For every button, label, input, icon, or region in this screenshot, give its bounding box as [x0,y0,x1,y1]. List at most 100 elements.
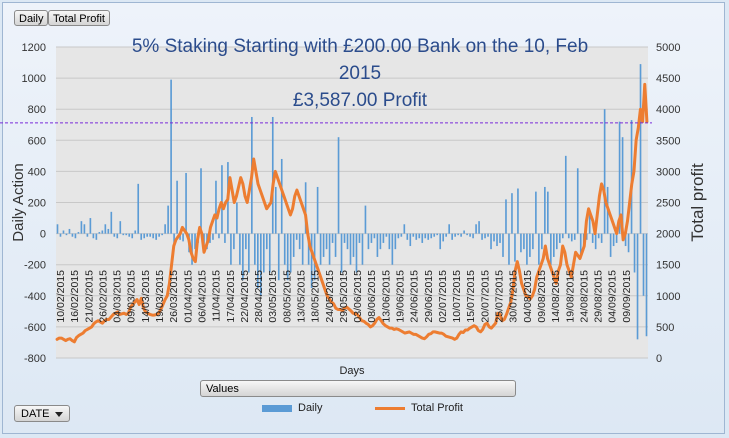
x-tick-label: 29/05/2015 [338,270,350,323]
daily-bar [603,109,606,234]
daily-bar [493,233,495,242]
values-field-button[interactable]: Values [200,380,516,397]
chart-title-line-2: 2015 [338,63,382,84]
daily-bar [125,233,128,236]
daily-bar [457,233,459,236]
daily-bar [567,233,570,239]
daily-bar [319,233,322,265]
x-tick-label: 06/04/2015 [197,270,209,323]
x-tick-label: 26/02/2015 [97,270,109,323]
legend-total-profit-label: Total Profit [411,402,463,414]
daily-bar [612,233,615,247]
y2-tick-label: 3500 [656,135,680,147]
y2-tick-label: 500 [656,322,674,334]
daily-bar [400,233,403,237]
date-filter-button[interactable]: DATE [14,405,70,422]
x-tick-label: 24/05/2015 [324,270,336,323]
daily-bar [131,233,134,239]
daily-bar [83,224,86,234]
y2-tick-label: 4500 [656,73,680,85]
daily-bar [176,180,178,234]
daily-bar [298,233,301,250]
daily-bar [388,233,391,250]
daily-bar [496,233,498,247]
x-tick-label: 21/02/2015 [83,270,95,323]
daily-bar [424,233,427,239]
x-tick-label: 04/09/2015 [607,270,619,323]
y-tick-label: 1200 [22,42,46,54]
daily-bar [448,224,450,234]
daily-bar [242,233,244,281]
x-tick-label: 14/08/2015 [550,270,562,323]
daily-bar [535,191,537,234]
daily-bar [349,233,352,265]
daily-bar [149,233,151,237]
daily-bar [110,211,113,234]
daily-bar [274,186,277,234]
daily-bar [636,233,639,340]
daily-bar [295,233,298,240]
x-tick-label: 09/03/2015 [126,270,138,323]
daily-bar [152,233,154,239]
daily-bar [403,224,406,234]
daily-bar [265,233,268,250]
daily-bar [442,233,445,242]
y-tick-label: -800 [24,353,46,365]
y-tick-label: 800 [28,104,46,116]
daily-bar [236,202,238,234]
daily-bar [254,233,256,265]
x-tick-label: 10/02/2015 [55,270,67,323]
daily-bar [307,233,310,265]
daily-bar [245,233,247,250]
daily-bar [526,233,528,265]
daily-bar [382,233,385,243]
daily-bar [379,233,382,250]
daily-bar [179,233,181,240]
x-tick-label: 09/08/2015 [536,270,548,323]
daily-bar [352,233,355,257]
y-tick-label: -400 [24,291,46,303]
daily-bar [248,233,250,273]
daily-bar [505,199,507,234]
total-profit-field-button[interactable]: Total Profit [48,10,110,26]
x-tick-label: 04/08/2015 [522,270,534,323]
x-tick-label: 25/07/2015 [494,270,506,323]
daily-bar [412,233,415,237]
daily-bar [143,233,146,239]
daily-bar [376,233,379,257]
y2-tick-label: 0 [656,353,662,365]
daily-bar [481,233,483,240]
daily-bar [532,233,534,250]
daily-bar [642,233,645,296]
y2-tick-label: 1000 [656,291,680,303]
total-profit-line [55,82,649,344]
daily-bar [107,228,110,234]
daily-bar [239,233,241,265]
daily-bar [579,233,582,257]
daily-bar [621,137,624,234]
daily-bar [230,233,232,265]
daily-bar [588,210,591,234]
daily-bar [523,233,525,250]
daily-bar [182,233,184,242]
daily-bar [164,224,166,234]
daily-bar [499,233,501,243]
daily-bar [358,233,361,243]
daily-bar [558,233,561,243]
daily-bar [469,233,471,237]
daily-bar [585,233,588,240]
daily-bar [475,224,477,234]
daily-bar [101,230,104,234]
daily-bar [194,233,196,250]
daily-bar [564,155,567,234]
daily-bar [367,233,370,250]
daily-bar [517,188,519,234]
daily-field-button[interactable]: Daily [14,10,49,26]
chart-title-line-3: £3,587.00 Profit [292,90,428,111]
daily-bar [346,233,349,250]
daily-bar [304,182,307,234]
daily-bar [460,233,462,237]
daily-bar [418,233,421,239]
x-tick-label: 19/06/2015 [395,270,407,323]
daily-bar [268,233,271,273]
